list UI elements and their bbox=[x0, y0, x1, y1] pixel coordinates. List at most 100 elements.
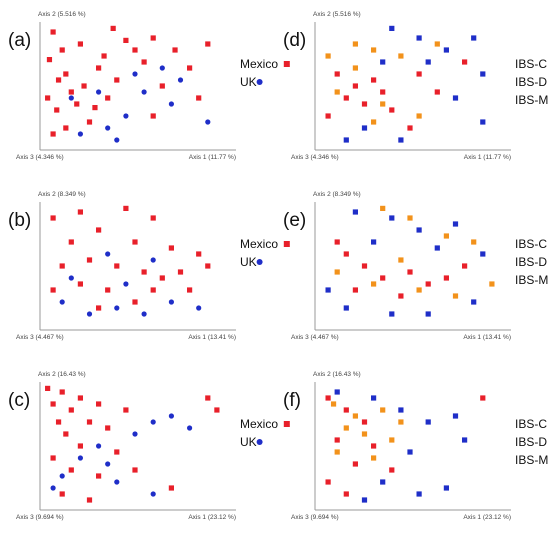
axis-2-label: Axis 2 (16.43 %) bbox=[313, 371, 361, 378]
axis-2-label: Axis 2 (5.516 %) bbox=[313, 11, 361, 18]
point-ibs-c bbox=[371, 77, 377, 83]
point-ibs-m bbox=[371, 281, 377, 287]
point-ibs-c bbox=[407, 269, 413, 275]
point-ibs-d bbox=[380, 479, 386, 485]
point-mexico bbox=[205, 263, 211, 269]
point-ibs-c bbox=[343, 491, 349, 497]
point-mexico bbox=[77, 395, 83, 401]
point-ibs-m bbox=[334, 269, 340, 275]
point-uk bbox=[150, 257, 156, 263]
point-ibs-m bbox=[371, 455, 377, 461]
point-ibs-c bbox=[389, 107, 395, 113]
axis-1-label: Axis 1 (13.41 %) bbox=[463, 334, 511, 341]
point-uk bbox=[96, 89, 102, 95]
point-mexico bbox=[105, 287, 111, 293]
point-ibs-d bbox=[425, 419, 431, 425]
point-ibs-d bbox=[443, 47, 449, 53]
point-ibs-c bbox=[425, 281, 431, 287]
point-mexico bbox=[114, 449, 120, 455]
point-ibs-c bbox=[389, 467, 395, 473]
point-ibs-c bbox=[434, 89, 440, 95]
point-ibs-d bbox=[361, 125, 368, 131]
point-uk bbox=[159, 65, 165, 71]
panel-label: (f) bbox=[283, 390, 301, 411]
point-ibs-c bbox=[407, 125, 413, 131]
point-ibs-d bbox=[416, 227, 422, 233]
point-ibs-d bbox=[398, 137, 404, 143]
point-mexico bbox=[63, 431, 69, 437]
legend-label: IBS-M bbox=[515, 273, 548, 287]
point-mexico bbox=[45, 385, 51, 391]
point-ibs-c bbox=[325, 395, 331, 401]
point-ibs-d bbox=[398, 407, 404, 413]
point-ibs-c bbox=[325, 113, 331, 119]
point-mexico bbox=[110, 25, 116, 31]
axis-1-label: Axis 1 (11.77 %) bbox=[189, 154, 236, 161]
point-mexico bbox=[59, 491, 65, 497]
point-uk bbox=[105, 461, 111, 467]
point-mexico bbox=[55, 77, 62, 83]
point-mexico bbox=[50, 287, 56, 293]
point-mexico bbox=[50, 215, 56, 221]
point-ibs-d bbox=[471, 299, 477, 305]
point-mexico bbox=[59, 263, 65, 269]
point-ibs-d bbox=[471, 35, 477, 41]
point-ibs-c bbox=[325, 479, 331, 485]
point-uk bbox=[196, 305, 202, 311]
point-mexico bbox=[114, 263, 120, 269]
point-mexico bbox=[86, 257, 93, 263]
point-mexico bbox=[59, 47, 65, 53]
point-uk bbox=[86, 311, 93, 317]
legend-label: IBS-M bbox=[515, 453, 548, 467]
point-mexico bbox=[63, 125, 69, 131]
point-uk bbox=[123, 113, 129, 119]
point-mexico bbox=[172, 47, 178, 53]
point-ibs-c bbox=[343, 95, 349, 101]
point-ibs-c bbox=[361, 263, 368, 269]
point-ibs-d bbox=[434, 245, 440, 251]
point-ibs-m bbox=[434, 41, 440, 47]
point-mexico bbox=[187, 65, 193, 71]
point-ibs-d bbox=[452, 413, 459, 419]
point-ibs-d bbox=[343, 305, 349, 311]
legend-marker bbox=[256, 79, 263, 85]
point-ibs-d bbox=[416, 491, 422, 497]
point-uk bbox=[168, 413, 174, 419]
point-ibs-c bbox=[352, 461, 358, 467]
legend-label: IBS-D bbox=[515, 75, 547, 89]
point-mexico bbox=[132, 467, 138, 473]
point-mexico bbox=[114, 77, 120, 83]
legend-marker bbox=[256, 439, 263, 445]
axis-2-label: Axis 2 (16.43 %) bbox=[38, 371, 86, 378]
legend-label: Mexico bbox=[240, 57, 278, 71]
point-mexico bbox=[105, 95, 111, 101]
point-ibs-m bbox=[352, 41, 358, 47]
point-ibs-d bbox=[425, 311, 431, 317]
point-ibs-m bbox=[343, 425, 349, 431]
legend-label: UK bbox=[240, 75, 257, 89]
legend-label: IBS-C bbox=[515, 237, 547, 251]
point-ibs-d bbox=[343, 137, 349, 143]
point-mexico bbox=[159, 275, 165, 281]
point-ibs-d bbox=[371, 239, 377, 245]
point-mexico bbox=[96, 473, 102, 479]
point-mexico bbox=[86, 497, 93, 503]
point-ibs-c bbox=[334, 437, 340, 443]
point-ibs-d bbox=[361, 497, 368, 503]
point-uk bbox=[59, 299, 65, 305]
point-mexico bbox=[168, 245, 174, 251]
point-mexico bbox=[150, 113, 156, 119]
point-mexico bbox=[132, 299, 138, 305]
point-mexico bbox=[92, 105, 98, 111]
point-mexico bbox=[123, 407, 129, 413]
point-ibs-c bbox=[343, 407, 349, 413]
legend-label: UK bbox=[240, 435, 257, 449]
point-ibs-c bbox=[361, 419, 368, 425]
point-ibs-c bbox=[443, 275, 449, 281]
point-ibs-c bbox=[480, 395, 486, 401]
point-ibs-c bbox=[334, 239, 340, 245]
panel-e: (e) Axis 2 (8.349 %) Axis 3 (4.467 %) Axis … bbox=[283, 191, 548, 341]
point-mexico bbox=[214, 407, 220, 413]
point-uk bbox=[141, 311, 147, 317]
